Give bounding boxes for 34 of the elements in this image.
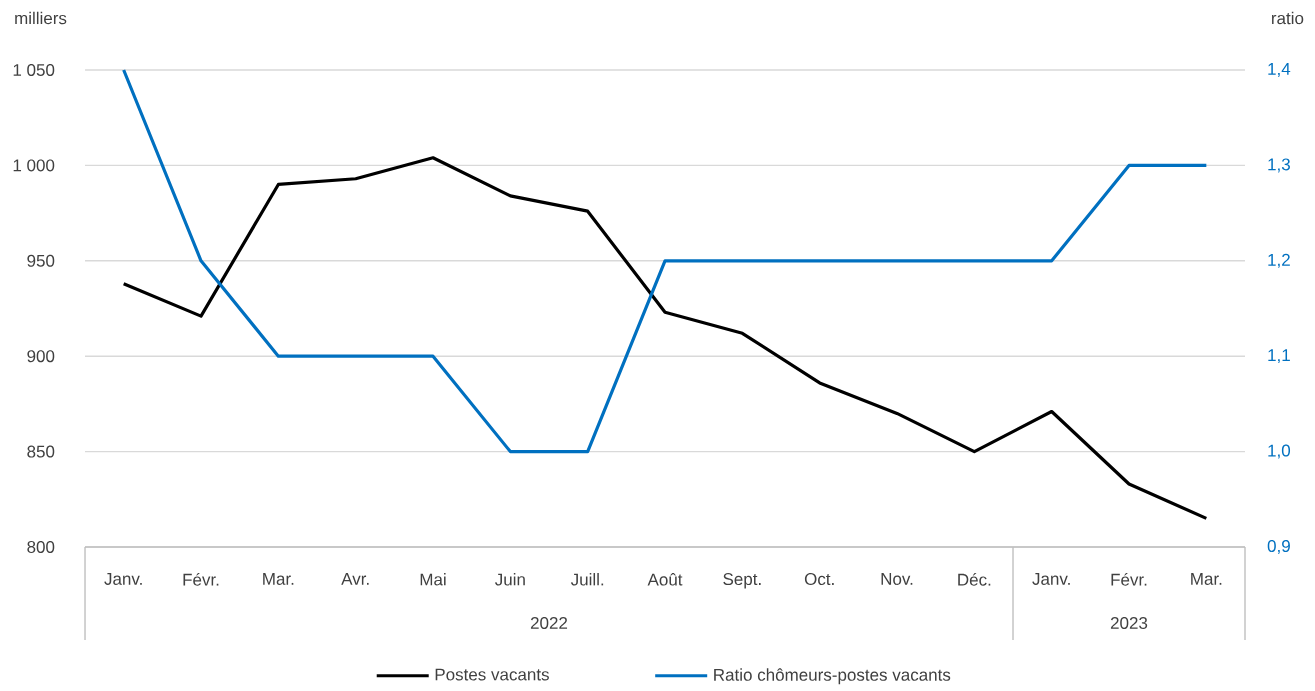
legend-label: Postes vacants	[435, 668, 549, 681]
y2-tick-label: 1,3	[1268, 158, 1290, 173]
text: 2023	[1110, 616, 1148, 629]
legend-label: Ratio chômeurs-postes vacants	[714, 668, 951, 685]
line-series	[122, 156, 1208, 520]
x-tick-label: Mai	[420, 572, 446, 586]
x-tick-label: Juin	[495, 572, 525, 586]
x-tick-label: Mar.	[1191, 572, 1222, 585]
x-tick-label: Févr.	[183, 572, 219, 586]
x-tick-label: Janv.	[104, 572, 142, 585]
x-tick-label: Janv.	[1032, 572, 1070, 585]
x-tick-label: Avr.	[341, 572, 369, 585]
y-axis-title: milliers	[15, 11, 67, 25]
y2-tick-label: 1,2	[1268, 253, 1290, 268]
y-tick-label: 800	[27, 540, 55, 553]
x-tick-label: Août	[647, 572, 683, 586]
x-tick-label: Déc.	[958, 572, 991, 586]
y-tick-label: 950	[27, 254, 55, 267]
x-tick-label: Févr.	[1111, 572, 1147, 586]
y2-tick-label: 1,1	[1268, 349, 1290, 363]
x-tick-label: Mar.	[263, 572, 294, 585]
y2-axis-title: ratio	[1272, 11, 1304, 25]
y-tick-label: 900	[27, 350, 55, 363]
y-tick-label: 850	[27, 445, 55, 458]
y2-tick-label: 0,9	[1267, 539, 1290, 554]
y-tick-label: 1 050	[13, 63, 55, 76]
x-tick-label: Oct.	[804, 572, 834, 585]
x-tick-label: Nov.	[881, 572, 913, 585]
y2-tick-label: 1,0	[1268, 444, 1291, 459]
text: 2022	[530, 616, 568, 629]
y2-tick-label: 1,4	[1268, 62, 1291, 77]
x-tick-label: Sept.	[723, 572, 761, 589]
x-tick-label: Juill.	[570, 572, 604, 586]
y-tick-label: 1 000	[13, 159, 55, 172]
